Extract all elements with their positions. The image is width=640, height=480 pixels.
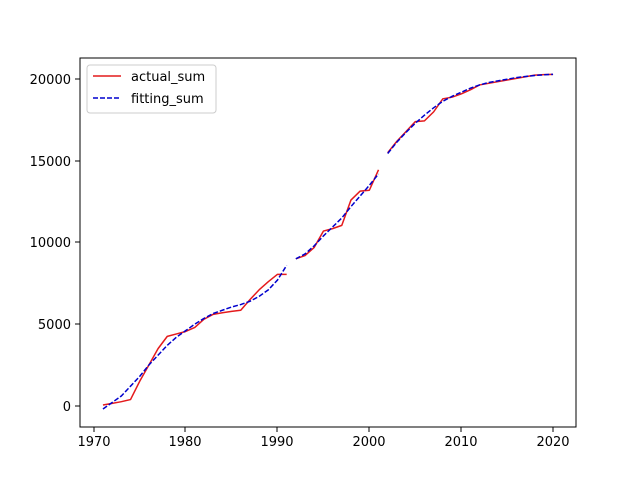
y-tick-label: 15000: [30, 155, 71, 170]
legend: actual_sum fitting_sum: [86, 64, 217, 114]
x-tick-label: 2010: [444, 435, 477, 450]
x-tick: 2020: [536, 427, 570, 450]
y-tick-label: 0: [63, 400, 71, 415]
plot-area: [80, 58, 576, 427]
x-tick-label: 1980: [168, 435, 201, 450]
x-tick-label: 1990: [260, 435, 293, 450]
y-tick-label: 5000: [38, 318, 71, 333]
y-axis: 0 5000 10000 15000 20000: [30, 73, 80, 415]
x-tick-label: 1970: [77, 435, 110, 450]
legend-label-fitting-sum: fitting_sum: [131, 92, 204, 107]
x-tick: 2000: [352, 427, 386, 450]
x-tick: 1980: [168, 427, 202, 450]
y-tick: 0: [63, 400, 80, 415]
y-tick-label: 20000: [30, 73, 71, 88]
x-tick: 2010: [444, 427, 478, 450]
series-line-actual-sum-segment-2: [295, 169, 380, 260]
x-tick-label: 2020: [536, 435, 569, 450]
x-tick-label: 2000: [352, 435, 385, 450]
x-tick: 1990: [260, 427, 294, 450]
series-line-fitting-sum-segment-3: [387, 73, 554, 154]
legend-label-actual-sum: actual_sum: [131, 70, 205, 85]
x-tick: 1970: [77, 427, 111, 450]
series-line-fitting-sum-segment-2: [295, 173, 380, 260]
x-axis: 1970 1980 1990 2000 2010 2020: [77, 427, 570, 450]
y-tick-label: 10000: [30, 236, 71, 251]
y-tick: 10000: [30, 236, 80, 251]
series-layer: [102, 73, 554, 410]
series-line-actual-sum-segment-1: [102, 273, 287, 406]
series-line-fitting-sum-segment-1: [102, 264, 288, 410]
legend-box: [86, 64, 217, 114]
y-tick: 15000: [30, 155, 80, 170]
y-tick: 5000: [38, 318, 80, 333]
y-tick: 20000: [30, 73, 80, 88]
